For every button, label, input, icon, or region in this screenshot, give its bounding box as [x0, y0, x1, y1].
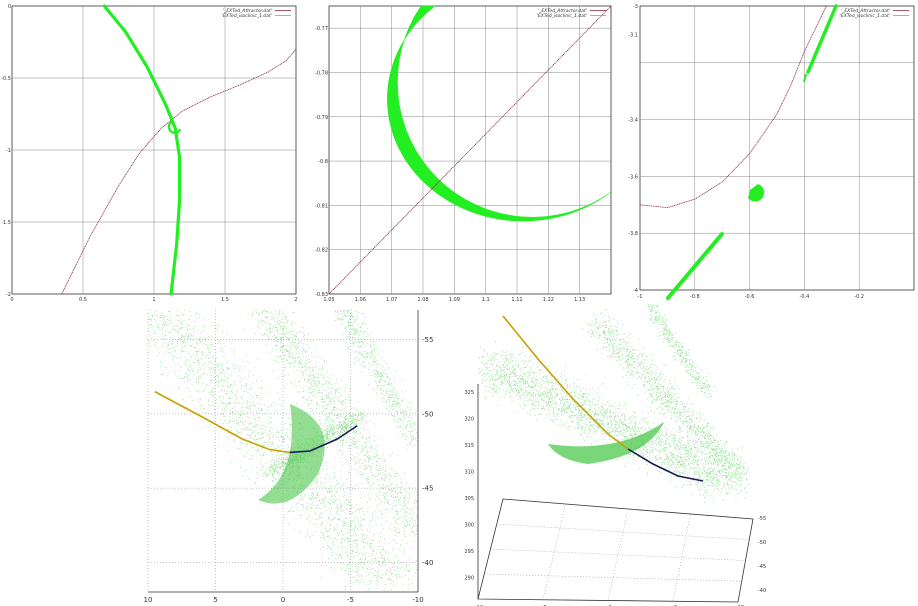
x-tick-label: -0.6: [745, 294, 755, 300]
x-tick-label: 1.08: [417, 297, 428, 302]
y-tick-label: -0.8: [318, 159, 328, 165]
y-tick-label: -3.6: [628, 174, 638, 180]
chart-panel-3: -1 -0.8 -0.6 -0.4 -0.2 -3 -3.1 -3.4 -3.6 -3.8 -4 '…: [618, 2, 916, 302]
chart-panel-4: 10 5 0 -5 -10 -55 -50 -45 -40: [140, 304, 440, 606]
z-tick-label: 325: [464, 390, 474, 396]
z-tick-label: 295: [464, 549, 474, 555]
x-tick-label: 1.12: [543, 297, 554, 302]
x-tick-label: 0.5: [79, 297, 87, 302]
y-tick-label: -1.5: [2, 220, 11, 226]
z-tick-label: 315: [464, 443, 474, 449]
y-tick-label: -45: [422, 485, 433, 493]
y-tick-label: -2: [6, 292, 11, 298]
x-tick-label: 0: [281, 596, 285, 604]
y-tick-label: -0.79: [315, 115, 328, 121]
x-tick-label: 10: [144, 596, 153, 604]
y-tick-label: -4: [633, 288, 638, 294]
x-tick-label: 1.07: [386, 297, 397, 302]
y-tick-label: -0.77: [315, 26, 328, 32]
y-tick-label: -45: [758, 564, 766, 570]
plot-background: [307, 2, 613, 302]
y-tick-label: -55: [758, 516, 766, 522]
y-tick-label: 0: [8, 4, 11, 10]
z-tick-label: 320: [464, 417, 474, 423]
z-tick-label: 290: [464, 576, 474, 582]
y-tick-label: -3.4: [628, 118, 638, 124]
legend-entry: 'EXTed_isoclinic_1.dat': [222, 13, 272, 19]
x-tick-label: -0.2: [854, 294, 864, 300]
z-tick-label: 310: [464, 470, 474, 476]
chart-panel-5: 3253203153103053002952901050-5-10-55-50-…: [448, 304, 770, 606]
y-tick-label: -0.78: [315, 70, 328, 76]
x-tick-label: 1.06: [355, 297, 366, 302]
legend-entry: 'EXTed_isoclinic_1.dat': [537, 13, 587, 19]
y-tick-label: -50: [758, 540, 766, 546]
y-tick-label: -3.8: [628, 231, 638, 237]
x-tick-label: -0.4: [800, 294, 810, 300]
x-tick-label: 1.5: [221, 297, 229, 302]
x-tick-label: 5: [213, 596, 217, 604]
y-tick-label: -55: [422, 336, 433, 344]
x-tick-label: 1: [152, 297, 155, 302]
x-tick-label: 1.09: [449, 297, 460, 302]
y-tick-label: -0.82: [315, 248, 328, 254]
y-tick-label: -0.5: [2, 76, 11, 82]
z-tick-label: 300: [464, 523, 474, 529]
legend-entry: 'EXTed_isoclinic_1.dat': [840, 13, 890, 19]
chart-panel-1: 0 0.5 1 1.5 20-0.5-1-1.5-2 '_EXTed_Attractor…: [2, 2, 300, 302]
x-tick-label: 1.13: [574, 297, 585, 302]
x-tick-label: 2: [294, 297, 297, 302]
y-tick-label: -50: [422, 410, 433, 418]
y-tick-label: -0.83: [315, 292, 328, 298]
chart-panel-2: 1.05 1.06 1.07 1.08 1.09 1.1 1.11 1.12 1.13-0.77…: [307, 2, 613, 302]
y-tick-label: -40: [422, 559, 433, 567]
plot-background: [618, 2, 916, 302]
y-tick-label: -3.1: [628, 32, 638, 38]
y-tick-label: -3: [633, 4, 638, 10]
x-tick-label: 1.1: [482, 297, 490, 302]
x-tick-label: -1: [638, 294, 643, 300]
plot-background: [2, 2, 300, 302]
x-tick-label: -0.8: [690, 294, 700, 300]
y-tick-label: -1: [6, 148, 11, 154]
y-tick-label: -0.81: [315, 203, 328, 209]
x-tick-label: -5: [347, 596, 354, 604]
x-tick-label: 1.11: [511, 297, 522, 302]
z-tick-label: 305: [464, 496, 474, 502]
x-tick-label: -10: [412, 596, 423, 604]
y-tick-label: -40: [758, 588, 766, 594]
